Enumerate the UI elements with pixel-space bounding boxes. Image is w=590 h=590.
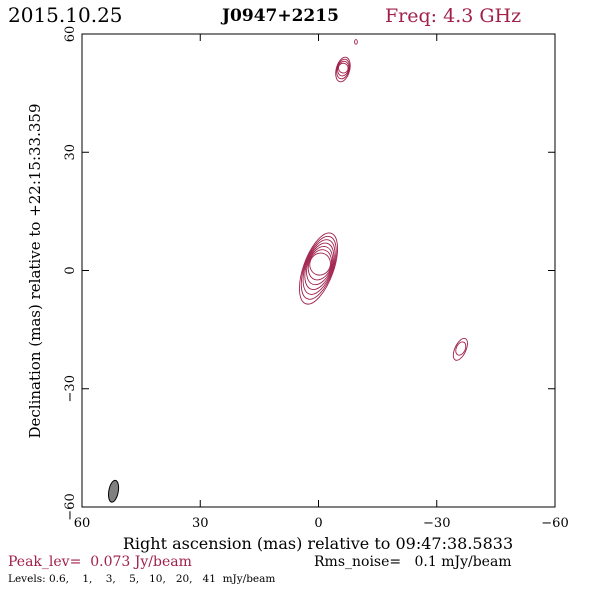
y-tick-label-4: −60 <box>63 493 78 520</box>
contour-2-level-1 <box>455 341 467 356</box>
x-tick-label-4: −60 <box>541 516 568 531</box>
contour-0-level-4 <box>306 245 334 286</box>
x-tick-label-2: 0 <box>314 516 322 531</box>
contour-levels: Levels: 0.6, 1, 3, 5, 10, 20, 41 mJy/bea… <box>8 573 275 585</box>
y-tick-labels: 60 30 0 −30 −60 <box>63 26 78 521</box>
source-name: J0947+2215 <box>220 6 339 26</box>
contour-0-level-6 <box>309 252 331 276</box>
axis-ticks <box>81 33 556 508</box>
x-tick-label-3: −30 <box>423 516 450 531</box>
contour-1-level-2 <box>337 60 350 77</box>
y-tick-label-2: 0 <box>63 266 78 274</box>
contour-1-level-0 <box>335 56 351 83</box>
x-tick-label-0: 60 <box>74 516 91 531</box>
observation-date: 2015.10.25 <box>8 3 123 27</box>
y-tick-label-3: −30 <box>63 375 78 402</box>
restoring-beam <box>107 479 120 503</box>
y-tick-label-1: 30 <box>63 144 78 161</box>
beam-layer <box>107 479 120 503</box>
contour-0-level-2 <box>302 239 336 295</box>
frequency-label: Freq: 4.3 GHz <box>385 5 521 27</box>
y-tick-label-0: 60 <box>63 26 78 43</box>
contour-layer <box>299 39 468 361</box>
x-tick-label-1: 30 <box>192 516 209 531</box>
contour-0-level-0 <box>299 232 338 305</box>
contour-0-level-5 <box>307 249 332 281</box>
x-tick-labels: 60 30 0 −30 −60 <box>74 516 569 531</box>
contour-3-level-0 <box>354 39 358 45</box>
contour-2-level-0 <box>452 337 468 361</box>
peak-level: Peak_lev= 0.073 Jy/beam <box>8 554 192 570</box>
contour-1-level-1 <box>336 58 350 80</box>
rms-noise: Rms_noise= 0.1 mJy/beam <box>314 554 512 570</box>
contour-0-level-1 <box>300 235 337 300</box>
plot-frame <box>81 33 556 508</box>
contour-0-level-3 <box>304 242 335 290</box>
contour-1-level-3 <box>338 62 349 74</box>
x-axis-label: Right ascension (mas) relative to 09:47:… <box>123 534 513 553</box>
y-axis-label: Declination (mas) relative to +22:15:33.… <box>26 103 44 438</box>
